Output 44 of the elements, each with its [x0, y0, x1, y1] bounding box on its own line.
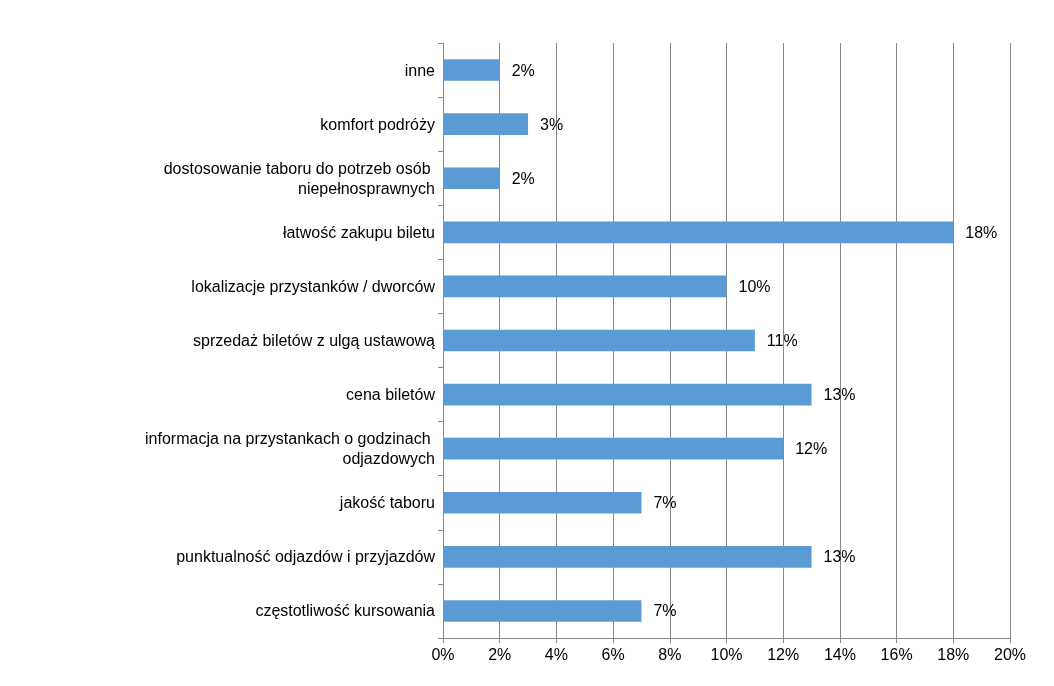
x-tick-label: 10% [710, 645, 743, 663]
x-tick-label: 18% [937, 645, 970, 663]
bar [443, 546, 812, 568]
data-label: 2% [511, 61, 535, 79]
bar [443, 221, 954, 244]
x-tick-label: 12% [767, 645, 800, 663]
y-tick-label: punktualność odjazdów i przyjazdów [176, 548, 436, 566]
x-tick-label: 6% [601, 645, 625, 663]
data-label: 3% [540, 115, 564, 133]
x-tick-label: 14% [823, 645, 856, 663]
bar [443, 437, 784, 460]
data-label: 11% [766, 332, 798, 349]
bar [443, 275, 727, 298]
y-tick-label: sprzedaż biletów z ulgą ustawową [193, 332, 436, 349]
bar [443, 491, 642, 514]
y-tick-label: jakość taboru [338, 494, 435, 512]
data-label: 18% [965, 223, 998, 241]
x-tick-label: 4% [544, 645, 568, 663]
bar [443, 329, 755, 352]
x-tick-label: 20% [993, 645, 1027, 663]
y-tick-label: komfort podróży [320, 115, 435, 133]
y-tick-label: lokalizacje przystanków / dworców [191, 277, 436, 295]
bar [443, 113, 529, 135]
y-tick-label: dostosowanie taboru do potrzeb osób niepełnosprawnych [163, 159, 435, 197]
x-tick-label: 2% [488, 645, 512, 663]
data-label: 2% [511, 169, 535, 187]
x-tick-label: 8% [658, 645, 682, 663]
data-label: 7% [653, 494, 677, 512]
x-tick-label: 0% [431, 645, 455, 663]
data-label: 10% [738, 277, 771, 295]
data-label: 13% [823, 548, 856, 566]
x-tick-label: 16% [880, 645, 913, 663]
bar [443, 600, 642, 622]
y-tick-label: cena biletów [346, 386, 436, 404]
y-tick-label: inne [404, 61, 436, 79]
y-tick-label: częstotliwość kursowania [255, 602, 436, 620]
bar [443, 167, 500, 190]
bar [443, 59, 500, 81]
data-label: 7% [653, 602, 677, 620]
y-tick-label: łatwość zakupu biletu [282, 223, 435, 241]
data-label: 12% [795, 440, 828, 458]
data-label: 13% [823, 386, 856, 404]
bar [443, 383, 812, 406]
y-tick-label: informacja na przystankach o godzinach odjazdowych [145, 430, 435, 468]
